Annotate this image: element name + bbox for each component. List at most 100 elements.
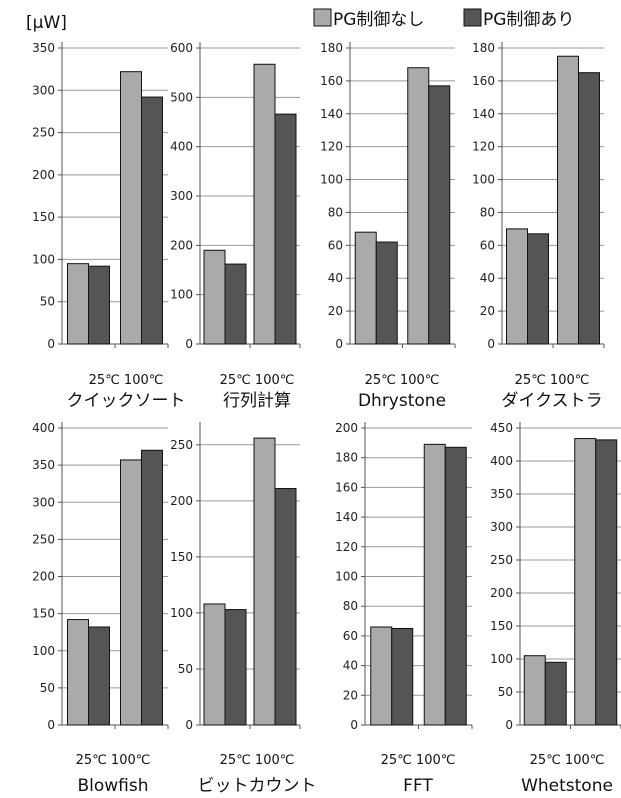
bar	[444, 446, 467, 726]
bar	[370, 626, 393, 726]
y-tick-label: 0	[185, 337, 193, 351]
y-tick-label: 300	[32, 83, 55, 97]
y-tick-label: 150	[490, 619, 513, 633]
y-tick-label: 160	[472, 74, 495, 88]
y-tick-label: 40	[480, 271, 495, 285]
y-tick-label: 50	[40, 681, 55, 695]
bar	[574, 438, 597, 726]
category-labels: 25℃ 100℃	[365, 373, 440, 388]
y-tick-label: 50	[498, 685, 513, 699]
y-tick-label: 100	[170, 606, 193, 620]
bar	[141, 449, 163, 726]
y-tick-label: 250	[32, 126, 55, 140]
y-tick-label: 250	[32, 532, 55, 546]
y-tick-label: 80	[343, 599, 358, 613]
y-tick-label: 140	[335, 510, 358, 524]
y-tick-label: 600	[170, 41, 193, 55]
y-tick-label: 0	[335, 337, 343, 351]
bar	[375, 241, 398, 345]
y-tick-label: 60	[343, 629, 358, 643]
category-labels: 25℃ 100℃	[89, 373, 164, 388]
chart-panel-6: 0 50 100 150 200 250 25℃ 100℃ ビットカウント	[170, 422, 317, 796]
bar	[253, 63, 276, 345]
y-tick-label: 150	[32, 607, 55, 621]
y-tick-label: 300	[32, 495, 55, 509]
bar	[578, 72, 600, 345]
bar	[557, 55, 579, 345]
bar	[544, 661, 567, 726]
panel-title: ダイクストラ	[501, 391, 602, 411]
y-tick-label: 0	[47, 337, 55, 351]
y-tick-label: 300	[490, 520, 513, 534]
y-tick-label: 200	[32, 570, 55, 584]
chart-panel-8: 0 50 100 150 200 250 300 350 400 450 25℃ 100℃ Whets…	[490, 421, 621, 796]
y-tick-label: 60	[480, 238, 495, 252]
y-tick-label: 160	[335, 480, 358, 494]
y-tick-label: 250	[490, 553, 513, 567]
y-tick-label: 100	[32, 252, 55, 266]
y-tick-label: 50	[40, 295, 55, 309]
bar	[88, 265, 110, 345]
y-tick-label: 400	[32, 421, 55, 435]
y-tick-label: 40	[343, 659, 358, 673]
panel-title: 行列計算	[223, 391, 291, 411]
y-tick-label: 100	[320, 173, 343, 187]
bar	[523, 655, 546, 726]
panel-title: クイックソート	[67, 391, 186, 411]
y-tick-label: 180	[320, 41, 343, 55]
y-tick-label: 200	[170, 238, 193, 252]
chart-panel-5: 0 50 100 150 200 250 300 350 400 25℃ 100℃ Blowfish	[32, 421, 169, 796]
category-labels: 25℃ 100℃	[220, 373, 295, 388]
y-tick-label: 120	[320, 140, 343, 154]
y-tick-label: 300	[170, 189, 193, 203]
y-tick-label: 80	[328, 205, 343, 219]
legend: PG制御なし PG制御あり	[313, 8, 574, 30]
panel-title: FFT	[403, 776, 433, 796]
panel-title: Whetstone	[521, 776, 613, 796]
y-tick-label: 350	[32, 41, 55, 55]
bar	[120, 71, 142, 345]
bar	[67, 619, 89, 726]
bar	[141, 96, 163, 345]
y-tick-label: 0	[47, 718, 55, 732]
y-tick-label: 180	[335, 451, 358, 465]
bar	[88, 626, 110, 726]
bar	[203, 249, 226, 345]
chart-panels: 0 50 100 150 200 250 300 350 25℃ 100℃ クイックソート 0 100…	[32, 41, 621, 796]
y-tick-label: 180	[472, 41, 495, 55]
y-tick-label: 250	[170, 438, 193, 452]
y-tick-label: 200	[170, 494, 193, 508]
category-labels: 25℃ 100℃	[76, 753, 151, 768]
y-tick-label: 100	[472, 173, 495, 187]
y-tick-label: 40	[328, 271, 343, 285]
y-tick-label: 400	[170, 140, 193, 154]
bar	[407, 67, 430, 345]
y-tick-label: 120	[335, 540, 358, 554]
y-tick-label: 350	[490, 487, 513, 501]
bar	[428, 85, 451, 345]
y-tick-label: 140	[472, 107, 495, 121]
panel-title: Dhrystone	[358, 391, 446, 411]
y-tick-label: 140	[320, 107, 343, 121]
category-labels: 25℃ 100℃	[381, 753, 456, 768]
y-tick-label: 150	[170, 550, 193, 564]
y-tick-label: 0	[350, 718, 358, 732]
y-tick-label: 100	[490, 652, 513, 666]
bar	[354, 231, 377, 345]
y-tick-label: 160	[320, 74, 343, 88]
bar	[253, 437, 276, 726]
bar	[224, 609, 247, 726]
legend-swatch-pg	[463, 8, 482, 27]
y-tick-label: 50	[178, 662, 193, 676]
y-tick-label: 100	[170, 288, 193, 302]
chart-panel-7: 0 20 40 60 80 100 120 140 160 180 200 25℃ 100℃ FFT	[335, 421, 473, 796]
y-tick-label: 200	[335, 421, 358, 435]
bar	[274, 113, 297, 345]
bar	[506, 228, 528, 345]
legend-label-pg: PG制御あり	[483, 10, 574, 30]
y-tick-label: 200	[490, 586, 513, 600]
y-tick-label: 150	[32, 210, 55, 224]
chart-panel-2: 0 100 200 300 400 500 600 25℃ 100℃ 行列計算	[170, 41, 301, 411]
y-tick-label: 60	[328, 238, 343, 252]
